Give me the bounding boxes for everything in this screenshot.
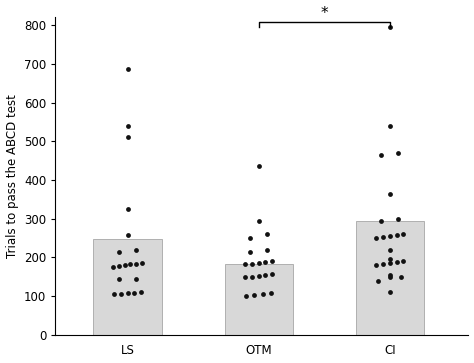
Point bbox=[393, 232, 401, 238]
Point bbox=[386, 24, 393, 30]
Point bbox=[110, 291, 118, 297]
Point bbox=[132, 276, 140, 282]
Point bbox=[132, 261, 140, 267]
Point bbox=[115, 263, 123, 269]
Point bbox=[379, 234, 387, 240]
Y-axis label: Trials to pass the ABCD test: Trials to pass the ABCD test bbox=[6, 94, 18, 258]
Point bbox=[386, 272, 393, 278]
Point bbox=[379, 261, 387, 267]
Point bbox=[130, 290, 138, 296]
Point bbox=[386, 289, 393, 295]
Point bbox=[124, 206, 131, 212]
Point bbox=[124, 135, 131, 140]
Point bbox=[255, 273, 263, 279]
Point bbox=[241, 261, 249, 267]
Point bbox=[255, 219, 263, 224]
Point bbox=[386, 123, 393, 129]
Point bbox=[124, 290, 131, 296]
Point bbox=[127, 261, 134, 267]
Point bbox=[121, 262, 128, 268]
Point bbox=[373, 262, 380, 268]
Point bbox=[373, 235, 380, 241]
Point bbox=[400, 258, 407, 264]
Point bbox=[109, 264, 117, 270]
Point bbox=[268, 290, 275, 296]
Point bbox=[246, 249, 254, 254]
Point bbox=[124, 123, 131, 129]
Point bbox=[248, 274, 255, 280]
Point bbox=[241, 274, 249, 280]
Point bbox=[259, 291, 267, 297]
Point bbox=[400, 231, 407, 237]
Point bbox=[268, 271, 276, 277]
Point bbox=[137, 289, 145, 295]
Bar bbox=[93, 239, 162, 335]
Point bbox=[115, 277, 123, 282]
Point bbox=[397, 274, 405, 280]
Point bbox=[124, 66, 131, 72]
Point bbox=[377, 218, 385, 224]
Point bbox=[138, 260, 146, 266]
Point bbox=[242, 293, 250, 299]
Point bbox=[393, 259, 401, 265]
Point bbox=[394, 150, 402, 156]
Point bbox=[264, 231, 271, 237]
Point bbox=[386, 191, 393, 196]
Point bbox=[386, 233, 393, 239]
Point bbox=[264, 247, 271, 253]
Point bbox=[386, 274, 393, 280]
Text: *: * bbox=[320, 6, 328, 21]
Point bbox=[268, 258, 276, 264]
Point bbox=[246, 235, 254, 241]
Point bbox=[251, 292, 258, 298]
Point bbox=[248, 261, 255, 267]
Point bbox=[262, 272, 269, 278]
Point bbox=[117, 291, 125, 297]
Point bbox=[394, 216, 402, 221]
Point bbox=[115, 249, 123, 254]
Point bbox=[374, 278, 382, 284]
Point bbox=[377, 152, 385, 158]
Bar bbox=[225, 264, 293, 335]
Point bbox=[124, 232, 131, 238]
Point bbox=[255, 260, 263, 266]
Point bbox=[132, 247, 140, 253]
Point bbox=[386, 256, 393, 262]
Point bbox=[386, 260, 393, 266]
Bar bbox=[356, 221, 424, 335]
Point bbox=[386, 247, 393, 253]
Point bbox=[255, 163, 263, 169]
Point bbox=[262, 260, 269, 265]
